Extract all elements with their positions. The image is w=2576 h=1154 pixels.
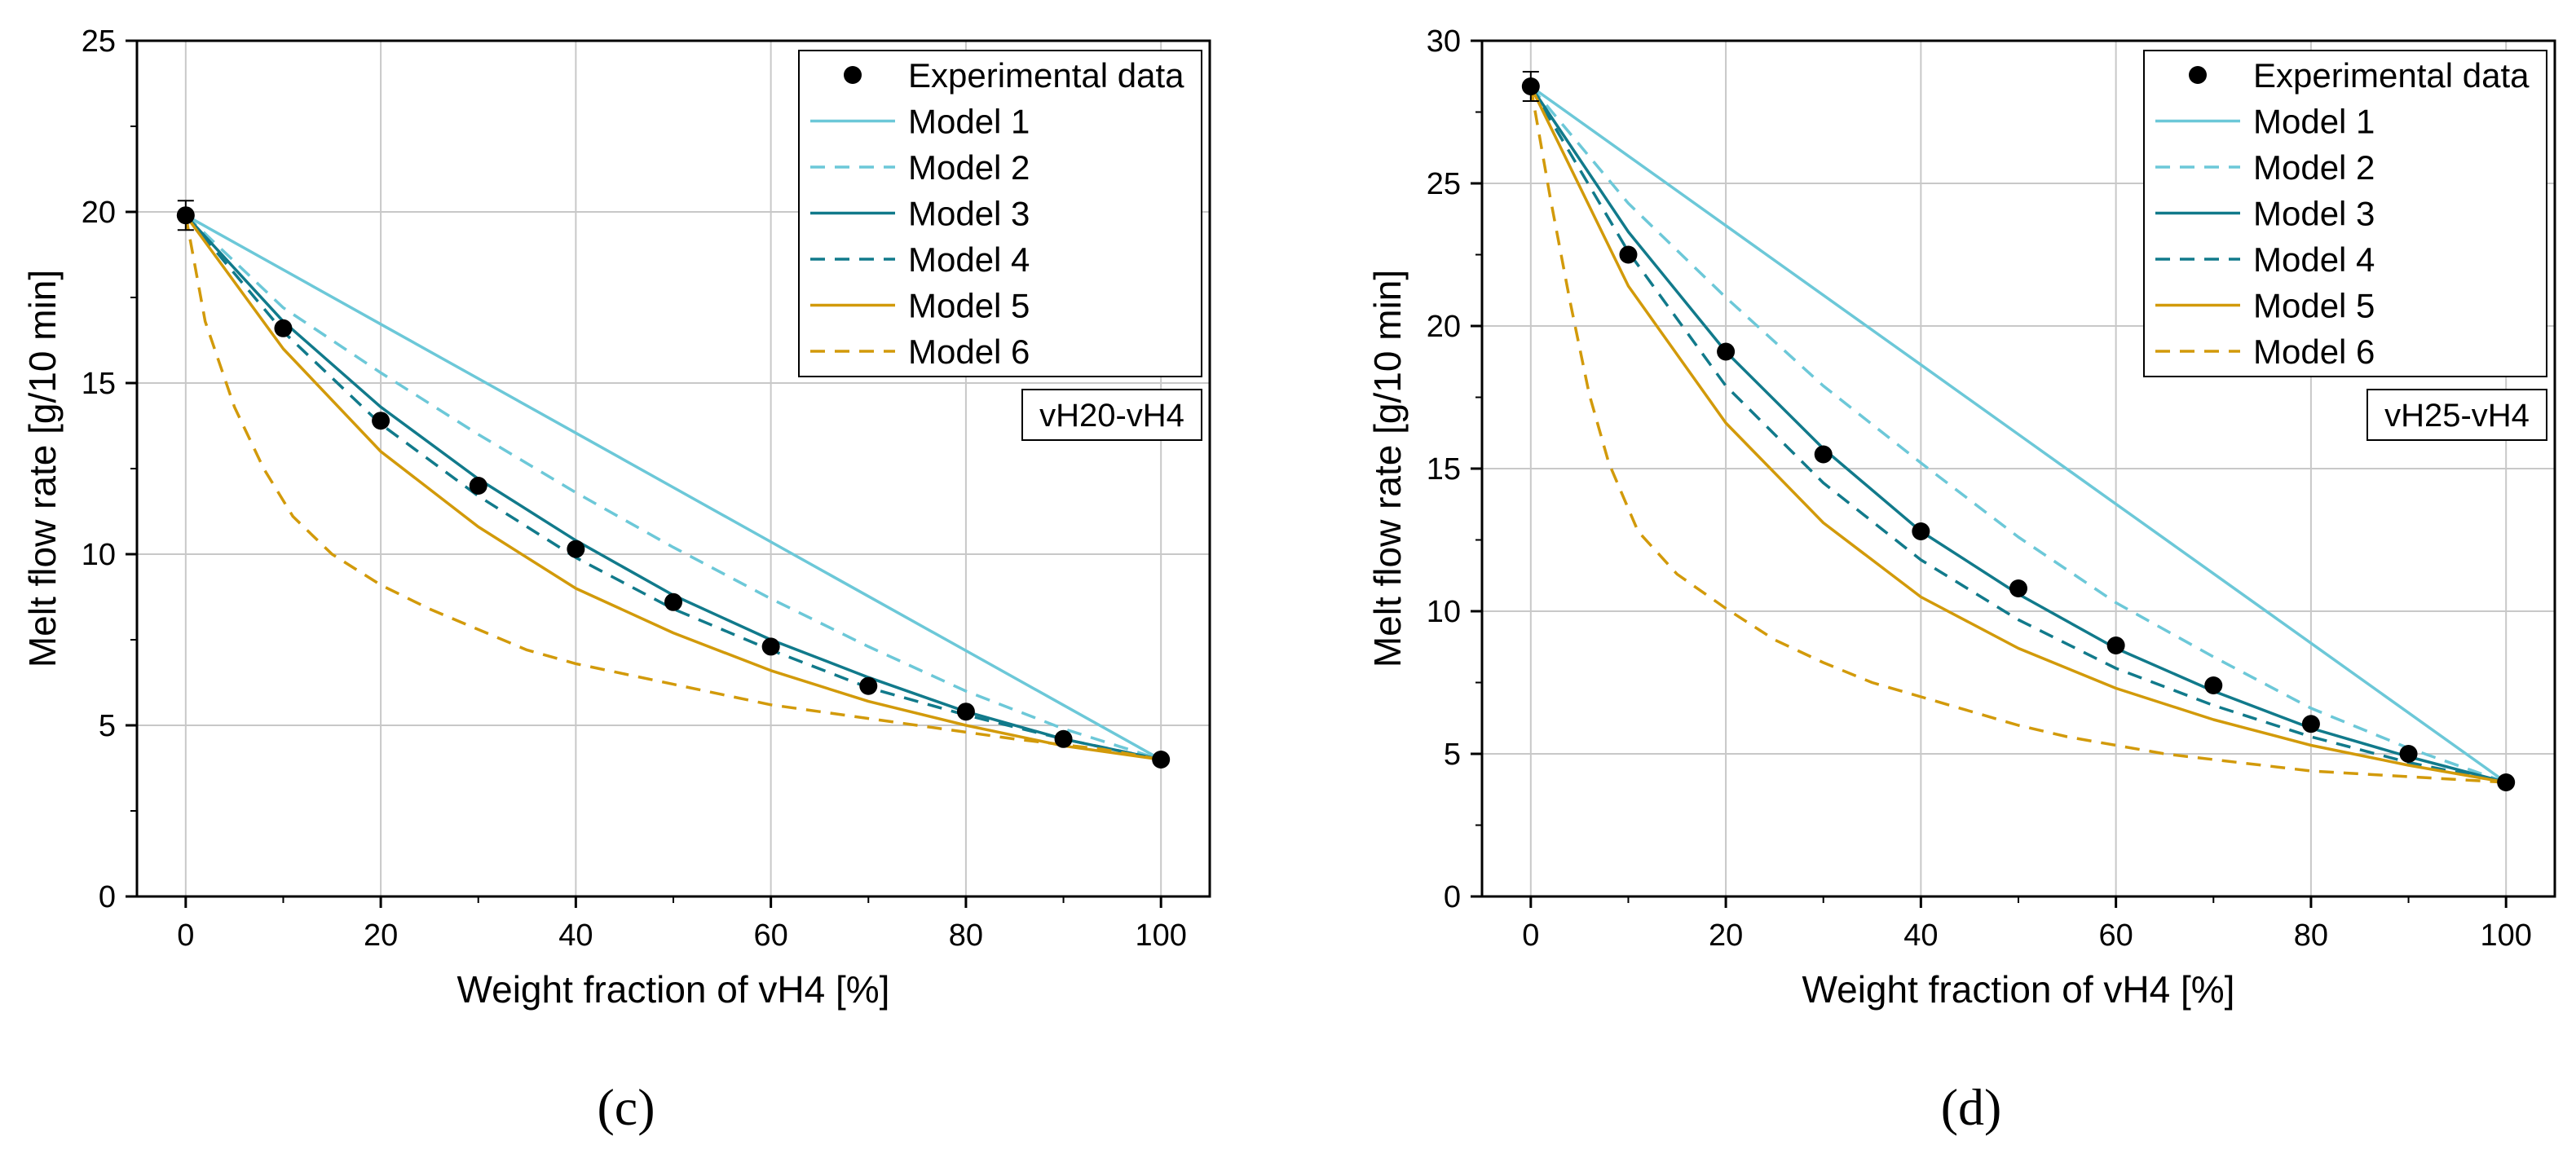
y-tick-label: 30 — [1427, 24, 1461, 59]
sample-tag-box — [1021, 389, 1202, 441]
series-line-model-2 — [1529, 85, 2507, 784]
legend-label-model2: Model 2 — [908, 148, 1030, 187]
data-point — [664, 592, 682, 611]
x-tick-label: 80 — [2294, 918, 2328, 953]
data-point — [1912, 522, 1930, 540]
x-tick-label: 100 — [2480, 918, 2531, 953]
legend-label-model6: Model 6 — [908, 333, 1030, 371]
data-point — [1717, 342, 1736, 361]
x-tick-label: 20 — [1709, 918, 1743, 953]
axis-ticks: 0 20 40 60 80 100 0 5 10 15 20 25 — [82, 24, 1187, 953]
y-tick-label: 25 — [1427, 167, 1461, 201]
legend-label-model3: Model 3 — [908, 195, 1030, 233]
data-point — [2009, 579, 2027, 597]
series-line-model-1 — [184, 214, 1162, 761]
data-point — [761, 637, 780, 656]
data-point — [1152, 751, 1171, 769]
series-line-model-2 — [184, 214, 1162, 761]
series-line-model-5 — [184, 214, 1162, 761]
sample-tag: vH25-vH4 — [2384, 398, 2530, 434]
y-tick-label: 15 — [1427, 452, 1461, 487]
x-tick-label: 20 — [364, 918, 398, 953]
y-tick-label: 15 — [82, 367, 116, 401]
y-axis-title: Melt flow rate [g/10 min] — [21, 270, 64, 667]
series-line-model-1 — [1529, 85, 2508, 784]
x-tick-label: 0 — [177, 918, 194, 953]
data-point — [372, 412, 390, 430]
data-point — [2301, 715, 2320, 733]
y-tick-label: 20 — [1427, 310, 1461, 344]
legend-label-model1: Model 1 — [2253, 103, 2375, 141]
y-tick-label: 5 — [99, 709, 116, 743]
y-tick-label: 0 — [1444, 880, 1461, 914]
series-line-model-6 — [1529, 86, 2507, 784]
x-tick-label: 40 — [1903, 918, 1938, 953]
y-tick-label: 20 — [82, 196, 116, 230]
data-point — [2399, 745, 2418, 763]
data-point — [1814, 445, 1833, 464]
series-line-model-4 — [1529, 86, 2507, 784]
data-point — [2204, 676, 2223, 694]
data-point — [1619, 245, 1638, 264]
data-point — [2106, 636, 2125, 654]
legend-label-model4: Model 4 — [908, 240, 1030, 279]
data-point — [2497, 773, 2516, 791]
x-axis-title: Weight fraction of vH4 [%] — [1802, 968, 2235, 1011]
sample-tag: vH20-vH4 — [1039, 398, 1184, 434]
data-point — [1054, 729, 1073, 748]
panel-label: (d) — [1941, 1078, 2002, 1136]
y-tick-label: 10 — [82, 538, 116, 572]
y-tick-label: 10 — [1427, 595, 1461, 629]
legend: Experimental data Model 1 Model 2 Model 3 Mo… — [798, 50, 1202, 377]
legend-label-model6: Model 6 — [2253, 333, 2375, 371]
legend-label-experimental: Experimental data — [2253, 56, 2530, 95]
x-axis-title: Weight fraction of vH4 [%] — [457, 968, 890, 1011]
legend-label-model1: Model 1 — [908, 103, 1030, 141]
axis-ticks: 0 20 40 60 80 100 0 5 10 15 20 25 30 — [1427, 24, 2532, 953]
legend-label-experimental: Experimental data — [908, 56, 1184, 95]
x-tick-label: 60 — [2098, 918, 2133, 953]
series-lines — [1529, 85, 2508, 784]
data-point — [274, 319, 293, 337]
legend: Experimental data Model 1 Model 2 Model 3 Mo… — [2143, 50, 2547, 377]
series-line-model-5 — [1529, 86, 2507, 784]
experimental-points — [1521, 71, 2516, 791]
legend-label-model4: Model 4 — [2253, 240, 2375, 279]
data-point — [956, 703, 975, 721]
experimental-points — [176, 200, 1171, 769]
chart-panel-d: 0 20 40 60 80 100 0 5 10 15 20 25 30 Weight fraction … — [1366, 24, 2556, 1136]
panel-label: (c) — [597, 1078, 655, 1136]
legend-label-model5: Model 5 — [2253, 287, 2375, 325]
x-tick-label: 100 — [1135, 918, 1186, 953]
chart-panel-c: 0 20 40 60 80 100 0 5 10 15 20 25 Weight fraction of… — [21, 24, 1211, 1136]
y-tick-label: 25 — [82, 24, 116, 59]
legend-label-model2: Model 2 — [2253, 148, 2375, 187]
data-point — [567, 540, 585, 558]
legend-label-model3: Model 3 — [2253, 195, 2375, 233]
data-point — [469, 477, 487, 495]
sample-tag-box — [2366, 389, 2547, 441]
x-tick-label: 60 — [753, 918, 787, 953]
legend-marker-experimental — [844, 66, 862, 84]
y-tick-label: 0 — [99, 880, 116, 914]
data-point — [859, 676, 878, 695]
series-line-model-6 — [184, 214, 1162, 761]
x-tick-label: 80 — [949, 918, 983, 953]
x-tick-label: 0 — [1522, 918, 1539, 953]
y-tick-label: 5 — [1444, 738, 1461, 772]
y-axis-title: Melt flow rate [g/10 min] — [1366, 270, 1409, 667]
legend-marker-experimental — [2189, 66, 2207, 84]
legend-label-model5: Model 5 — [908, 287, 1030, 325]
x-tick-label: 40 — [558, 918, 593, 953]
